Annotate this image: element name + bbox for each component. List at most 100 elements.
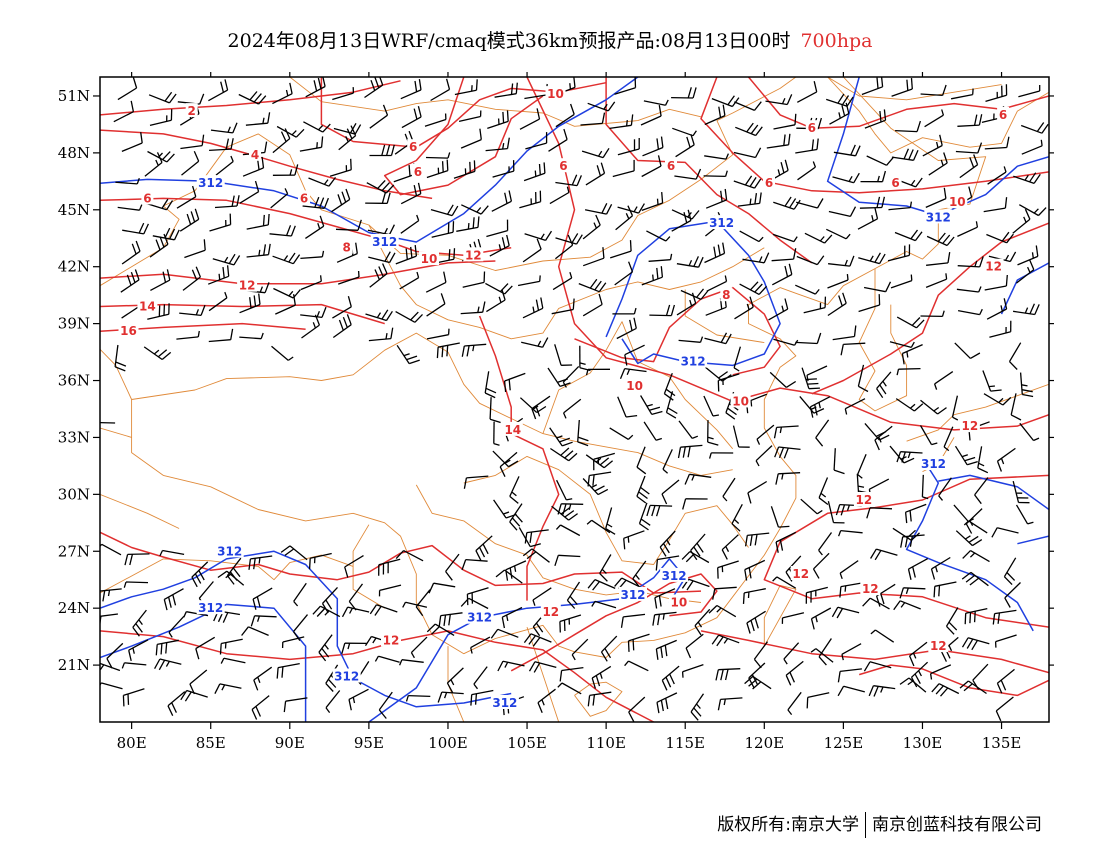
- wind-barb-flag: [414, 80, 418, 92]
- wind-barb-flag: [820, 492, 827, 498]
- temperature-contour: [605, 77, 813, 264]
- wind-barb-staff: [744, 588, 766, 594]
- wind-barb-staff: [272, 93, 293, 105]
- wind-barb-flag: [531, 408, 537, 420]
- contour-label: 312: [198, 176, 223, 190]
- wind-barb-staff: [446, 667, 464, 684]
- wind-barb-staff: [895, 129, 918, 133]
- wind-barb-flag: [312, 605, 321, 615]
- wind-barb-flag: [369, 604, 378, 615]
- wind-barb-staff: [624, 367, 647, 373]
- wind-barb-staff: [721, 534, 739, 551]
- wind-barb-flag: [284, 128, 291, 139]
- wind-barb-flag: [172, 594, 177, 606]
- copyright-company: 南京创蓝科技有限公司: [872, 815, 1042, 835]
- wind-barb-flag: [90, 423, 93, 434]
- wind-barb-flag: [899, 677, 910, 685]
- wind-barb-flag: [1000, 679, 1007, 691]
- wind-barb-staff: [609, 427, 629, 440]
- wind-barb-flag: [838, 112, 841, 119]
- wind-barb-flag: [281, 666, 284, 678]
- wind-barb-flag: [127, 693, 130, 705]
- wind-barb-staff: [400, 89, 422, 100]
- wind-barb-flag: [759, 192, 762, 204]
- wind-barb-staff: [492, 170, 514, 178]
- wind-barb-flag: [233, 255, 241, 266]
- wind-barb-flag: [755, 460, 760, 467]
- wind-barb-flag: [95, 423, 98, 434]
- wind-barb-flag: [95, 617, 97, 628]
- wind-barb-staff: [560, 524, 581, 537]
- wind-barb-flag: [262, 117, 265, 124]
- wind-barb-staff: [180, 144, 203, 150]
- y-tick-label: 39N: [58, 315, 90, 333]
- wind-barb-flag: [511, 491, 517, 497]
- wind-barb-staff: [400, 193, 422, 205]
- wind-barb-flag: [591, 677, 597, 689]
- contour-label: 12: [792, 567, 809, 581]
- wind-barb-staff: [956, 288, 979, 293]
- wind-barb-staff: [552, 277, 573, 291]
- wind-barb-flag: [263, 244, 267, 256]
- wind-barb-staff: [124, 662, 147, 666]
- wind-barb-flag: [693, 546, 701, 557]
- wind-barb-flag: [200, 304, 206, 316]
- wind-barb-flag: [793, 236, 798, 242]
- wind-barb-flag: [912, 566, 916, 578]
- wind-barb-flag: [693, 256, 699, 267]
- wind-barb-flag: [628, 711, 635, 722]
- wind-barb-staff: [269, 233, 292, 237]
- wind-barb-staff: [771, 258, 794, 262]
- wind-barb-staff: [890, 279, 913, 289]
- wind-barb-staff: [938, 477, 952, 497]
- wind-barb-flag: [907, 568, 912, 580]
- wind-barb-flag: [773, 427, 778, 439]
- wind-barb-flag: [651, 505, 656, 517]
- x-tick-label: 130E: [903, 734, 943, 752]
- wind-barb-flag: [903, 457, 915, 464]
- wind-barb-flag: [968, 535, 979, 543]
- wind-barb-flag: [750, 620, 755, 632]
- wind-barb-staff: [198, 581, 214, 599]
- y-tick-label: 36N: [58, 372, 90, 390]
- wind-barb-flag: [506, 137, 510, 149]
- y-tick-label: 30N: [58, 485, 90, 503]
- wind-barb-flag: [153, 349, 160, 355]
- wind-barb-staff: [562, 365, 580, 383]
- wind-barb-staff: [1015, 504, 1029, 525]
- wind-barb-staff: [857, 453, 867, 475]
- wind-barb-flag: [405, 695, 409, 702]
- wind-barb-staff: [859, 206, 882, 209]
- wind-barb-flag: [291, 130, 297, 136]
- wind-barb-flag: [128, 650, 132, 662]
- wind-barb-flag: [230, 155, 234, 162]
- wind-barb-staff: [656, 639, 677, 650]
- wind-barb-staff: [768, 308, 789, 321]
- contour-label-bg: [540, 604, 561, 618]
- contour-label: 10: [671, 596, 688, 610]
- wind-barb-flag: [503, 380, 507, 393]
- wind-barb-staff: [617, 206, 639, 214]
- wind-barb-flag: [159, 550, 164, 557]
- contour-label: 16: [120, 324, 137, 338]
- wind-barb-flag: [794, 113, 797, 125]
- x-tick-label: 105E: [507, 734, 547, 752]
- border-line: [131, 77, 987, 658]
- wind-barb-staff: [489, 245, 510, 257]
- wind-barb-flag: [969, 552, 976, 558]
- wind-barb-flag: [506, 110, 509, 122]
- wind-barb-flag: [620, 616, 624, 628]
- wind-barb-staff: [246, 254, 269, 258]
- wind-barb-flag: [1029, 303, 1035, 315]
- wind-barb-staff: [555, 237, 577, 245]
- wind-barb-staff: [601, 635, 618, 653]
- wind-barb-staff: [589, 471, 612, 477]
- wind-barb-flag: [1006, 136, 1010, 148]
- wind-barb-flag: [1003, 576, 1013, 586]
- wind-barb-staff: [905, 503, 927, 513]
- wind-barb-staff: [1018, 90, 1040, 98]
- wind-barb-flag: [344, 566, 349, 578]
- contour-label-bg: [463, 247, 484, 262]
- wind-barb-flag: [1002, 396, 1012, 406]
- wind-barb-staff: [458, 115, 481, 123]
